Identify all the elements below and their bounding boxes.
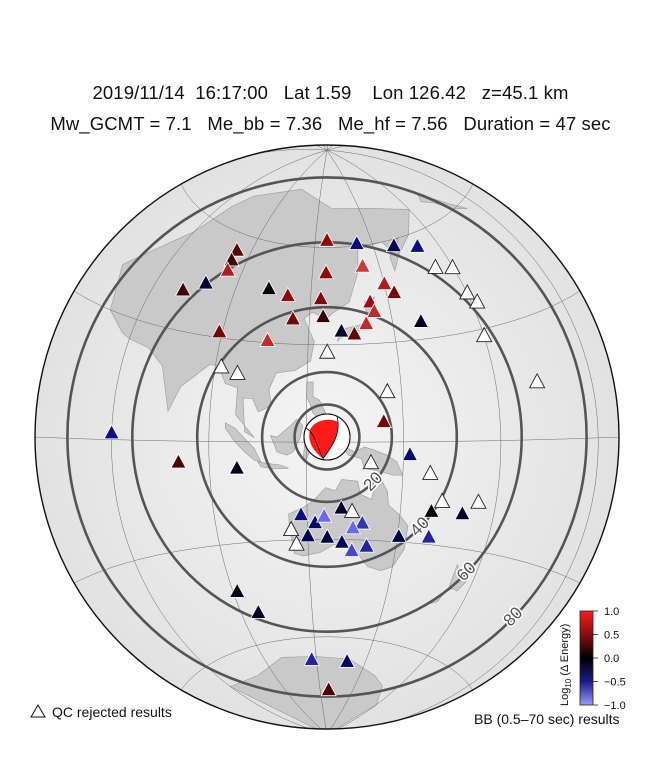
- station-marker: [228, 459, 246, 475]
- station-marker: [250, 603, 267, 619]
- station-marker: [303, 650, 320, 666]
- station-qc-rejected-marker: [282, 520, 300, 537]
- station-qc-rejected-marker: [468, 293, 486, 309]
- station-qc-rejected-marker: [458, 284, 476, 300]
- station-marker: [320, 680, 337, 697]
- meridian-line: [326, 145, 340, 151]
- station-marker: [358, 537, 375, 553]
- station-marker: [314, 307, 332, 323]
- station-qc-rejected-marker: [343, 502, 361, 518]
- land-polygon: [224, 422, 262, 463]
- station-marker: [284, 310, 302, 326]
- colorbar-tick-label: 0.0: [604, 653, 619, 665]
- station-marker: [170, 453, 187, 469]
- station-marker: [386, 283, 403, 299]
- station-marker: [366, 302, 383, 318]
- station-marker: [354, 257, 371, 273]
- station-marker: [197, 274, 215, 290]
- station-marker: [358, 314, 375, 330]
- station-marker: [401, 445, 419, 461]
- station-marker: [318, 231, 336, 247]
- station-marker: [315, 507, 333, 523]
- station-marker: [228, 241, 246, 257]
- event-info-line: 2019/11/14 16:17:00 Lat 1.59 Lon 126.42 …: [92, 82, 569, 103]
- station-qc-rejected-marker: [422, 464, 439, 480]
- station-marker: [219, 261, 236, 277]
- station-marker: [343, 541, 360, 557]
- station-marker: [344, 518, 362, 535]
- station-qc-rejected-marker: [318, 343, 336, 359]
- station-marker: [423, 502, 440, 518]
- distance-ring: [260, 370, 394, 504]
- station-qc-rejected-marker: [362, 453, 380, 470]
- station-qc-rejected-marker: [444, 258, 461, 275]
- station-marker: [317, 263, 335, 280]
- station-qc-rejected-marker: [528, 372, 546, 389]
- colorbar-tick-label: −0.5: [604, 677, 626, 689]
- station-marker: [348, 234, 365, 250]
- distance-ring: [66, 176, 588, 698]
- station-marker: [338, 652, 356, 668]
- station-marker: [211, 322, 228, 339]
- beachball-focal-mechanism-icon: [303, 413, 351, 461]
- station-marker: [409, 237, 426, 253]
- station-marker: [333, 322, 350, 338]
- colorbar-tick-label: −1.0: [604, 700, 626, 712]
- meridian-line: [326, 145, 329, 151]
- qc-rejected-legend: QC rejected results: [30, 704, 172, 720]
- station-marker: [103, 423, 120, 440]
- station-marker: [375, 412, 392, 428]
- station-qc-rejected-marker: [288, 535, 305, 551]
- station-marker: [385, 236, 403, 252]
- station-marker: [292, 505, 310, 522]
- station-qc-rejected-marker: [379, 382, 396, 399]
- station-marker: [279, 286, 297, 302]
- hollow-triangle-icon: [30, 704, 46, 718]
- station-qc-rejected-marker: [427, 258, 444, 274]
- station-marker: [312, 289, 329, 306]
- station-marker: [229, 582, 246, 598]
- distance-ring: [293, 403, 361, 471]
- station-marker: [260, 279, 278, 296]
- station-marker: [346, 325, 363, 341]
- globe-outline: [34, 144, 620, 730]
- energy-colorbar: 1.0 0.5 0.0 −0.5 −1.0 Log10 (Δ Energy): [559, 606, 626, 712]
- station-markers: [103, 231, 546, 697]
- station-marker: [390, 527, 407, 543]
- qc-rejected-label: QC rejected results: [52, 704, 172, 720]
- meridian-line: [301, 145, 328, 151]
- colorbar-title: Log10 (Δ Energy): [559, 624, 573, 706]
- parallel-line: [70, 539, 582, 586]
- colorbar-tick-label: 0.5: [604, 630, 619, 642]
- station-marker: [174, 280, 192, 297]
- distance-ring: [195, 305, 459, 569]
- station-qc-rejected-marker: [433, 492, 451, 508]
- land-polygon: [109, 188, 410, 438]
- station-marker: [454, 504, 471, 521]
- magnitude-info-line: Mw_GCMT = 7.1 Me_bb = 7.36 Me_hf = 7.56 …: [50, 113, 611, 134]
- station-marker: [354, 514, 371, 530]
- colorbar-tick-label: 1.0: [604, 606, 619, 618]
- station-marker: [376, 274, 393, 291]
- station-marker: [420, 528, 437, 544]
- station-qc-rejected-marker: [229, 364, 246, 380]
- bb-results-legend: BB (0.5–70 sec) results: [474, 711, 620, 727]
- station-marker: [333, 499, 350, 515]
- parallel-line: [178, 178, 475, 248]
- distance-rings: [66, 176, 588, 698]
- station-marker: [333, 533, 351, 549]
- station-marker: [412, 312, 430, 328]
- station-qc-rejected-marker: [470, 493, 487, 509]
- station-qc-rejected-marker: [213, 357, 230, 374]
- station-marker: [319, 528, 336, 544]
- graticule-lines: [35, 145, 619, 729]
- station-qc-rejected-marker: [475, 326, 493, 343]
- station-marker: [259, 331, 276, 347]
- station-marker: [299, 526, 317, 543]
